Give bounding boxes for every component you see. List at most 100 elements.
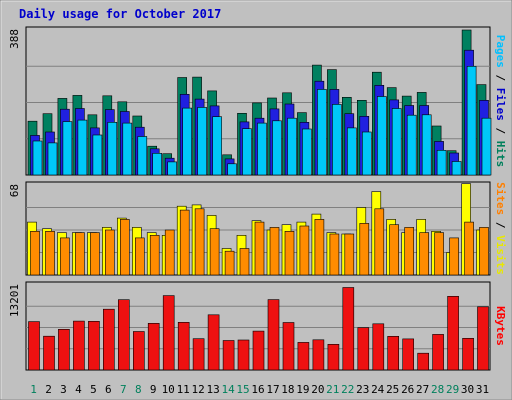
bar-kbytes-15	[237, 339, 250, 371]
series-legend: KBytes	[494, 306, 507, 346]
legend-entry: KBytes	[494, 306, 507, 346]
day-label-1: 1	[30, 383, 37, 396]
legend-entry: /	[494, 121, 507, 141]
kbytes-panel: 13201 KBytes	[8, 281, 507, 371]
legend-entry: Visits	[494, 235, 507, 275]
bar-kbytes-12	[192, 338, 205, 371]
bar-sites-2	[45, 231, 55, 276]
bar-pages-24	[376, 96, 387, 176]
bar-sites-1	[30, 231, 40, 276]
legend-entry: Sites	[494, 182, 507, 215]
day-label-19: 19	[296, 383, 309, 396]
day-label-17: 17	[266, 383, 279, 396]
bar-kbytes-1	[28, 321, 40, 371]
day-label-12: 12	[191, 383, 204, 396]
bar-pages-3	[62, 121, 73, 176]
bar-kbytes-26	[402, 338, 415, 371]
bar-kbytes-28	[432, 334, 444, 371]
bar-sites-29	[449, 237, 459, 276]
bar-sites-4	[75, 232, 85, 276]
bar-sites-13	[209, 228, 220, 276]
bar-pages-19	[302, 128, 312, 176]
bar-sites-7	[120, 219, 130, 276]
day-label-3: 3	[60, 383, 67, 396]
bar-sites-30	[464, 221, 474, 276]
bar-kbytes-13	[207, 314, 220, 371]
day-label-25: 25	[386, 383, 399, 396]
bar-pages-27	[421, 114, 432, 176]
bar-kbytes-4	[73, 320, 85, 371]
day-label-5: 5	[90, 383, 97, 396]
bar-pages-16	[257, 122, 267, 176]
bar-kbytes-5	[88, 320, 100, 371]
bar-kbytes-16	[252, 330, 265, 371]
bar-kbytes-11	[177, 321, 190, 371]
bar-kbytes-31	[477, 306, 489, 371]
bar-kbytes-14	[222, 340, 235, 371]
bar-sites-15	[239, 248, 250, 276]
visits-panel: 68 Sites / Visits	[8, 181, 507, 276]
bar-kbytes-19	[297, 342, 310, 371]
y-max-label: 13201	[8, 284, 21, 317]
bar-sites-16	[254, 221, 265, 276]
series-legend: Sites / Visits	[494, 182, 507, 275]
day-label-22: 22	[341, 383, 354, 396]
bar-pages-17	[272, 120, 282, 176]
bar-pages-11	[182, 107, 192, 176]
day-label-23: 23	[356, 383, 369, 396]
y-max-label: 68	[8, 184, 21, 197]
bar-pages-13	[212, 116, 222, 176]
day-label-4: 4	[75, 383, 82, 396]
bar-pages-12	[197, 107, 207, 176]
bar-kbytes-6	[103, 308, 115, 371]
bar-sites-5	[90, 232, 100, 276]
day-label-13: 13	[206, 383, 219, 396]
legend-entry: Files	[494, 88, 507, 121]
bar-pages-25	[391, 108, 402, 176]
day-label-9: 9	[150, 383, 157, 396]
bar-pages-28	[436, 150, 447, 176]
bar-pages-7	[122, 122, 133, 176]
day-label-30: 30	[461, 383, 474, 396]
day-label-26: 26	[401, 383, 414, 396]
bar-kbytes-8	[133, 331, 145, 371]
bar-pages-29	[451, 161, 462, 176]
day-label-2: 2	[45, 383, 52, 396]
legend-entry: /	[494, 215, 507, 235]
bar-pages-30	[466, 66, 477, 176]
bar-pages-14	[227, 163, 237, 176]
day-label-18: 18	[281, 383, 294, 396]
legend-entry: Pages	[494, 35, 507, 68]
bar-kbytes-23	[357, 327, 370, 371]
bar-pages-22	[346, 127, 357, 176]
bar-kbytes-17	[267, 299, 280, 371]
bar-kbytes-10	[162, 295, 175, 371]
bar-sites-27	[419, 232, 430, 276]
bar-sites-31	[479, 227, 489, 276]
chart-title: Daily usage for October 2017	[19, 7, 221, 21]
bar-kbytes-3	[58, 328, 70, 371]
bar-sites-3	[60, 237, 70, 276]
day-label-15: 15	[236, 383, 249, 396]
bar-sites-6	[105, 229, 115, 276]
bar-kbytes-25	[387, 335, 400, 371]
day-label-11: 11	[177, 383, 190, 396]
bar-sites-18	[284, 231, 295, 276]
legend-entry: Hits	[494, 141, 507, 168]
bar-pages-1	[32, 140, 43, 176]
bar-sites-20	[314, 219, 325, 276]
bar-sites-12	[194, 208, 205, 276]
bar-pages-26	[406, 114, 417, 176]
day-label-10: 10	[162, 383, 175, 396]
bar-sites-8	[135, 237, 145, 276]
bar-sites-22	[344, 233, 355, 276]
bar-sites-25	[389, 224, 400, 276]
day-label-8: 8	[135, 383, 142, 396]
day-label-24: 24	[371, 383, 385, 396]
bar-kbytes-22	[342, 287, 355, 371]
bar-kbytes-18	[282, 322, 295, 371]
day-label-28: 28	[431, 383, 444, 396]
bar-pages-5	[92, 134, 103, 176]
day-label-27: 27	[416, 383, 429, 396]
